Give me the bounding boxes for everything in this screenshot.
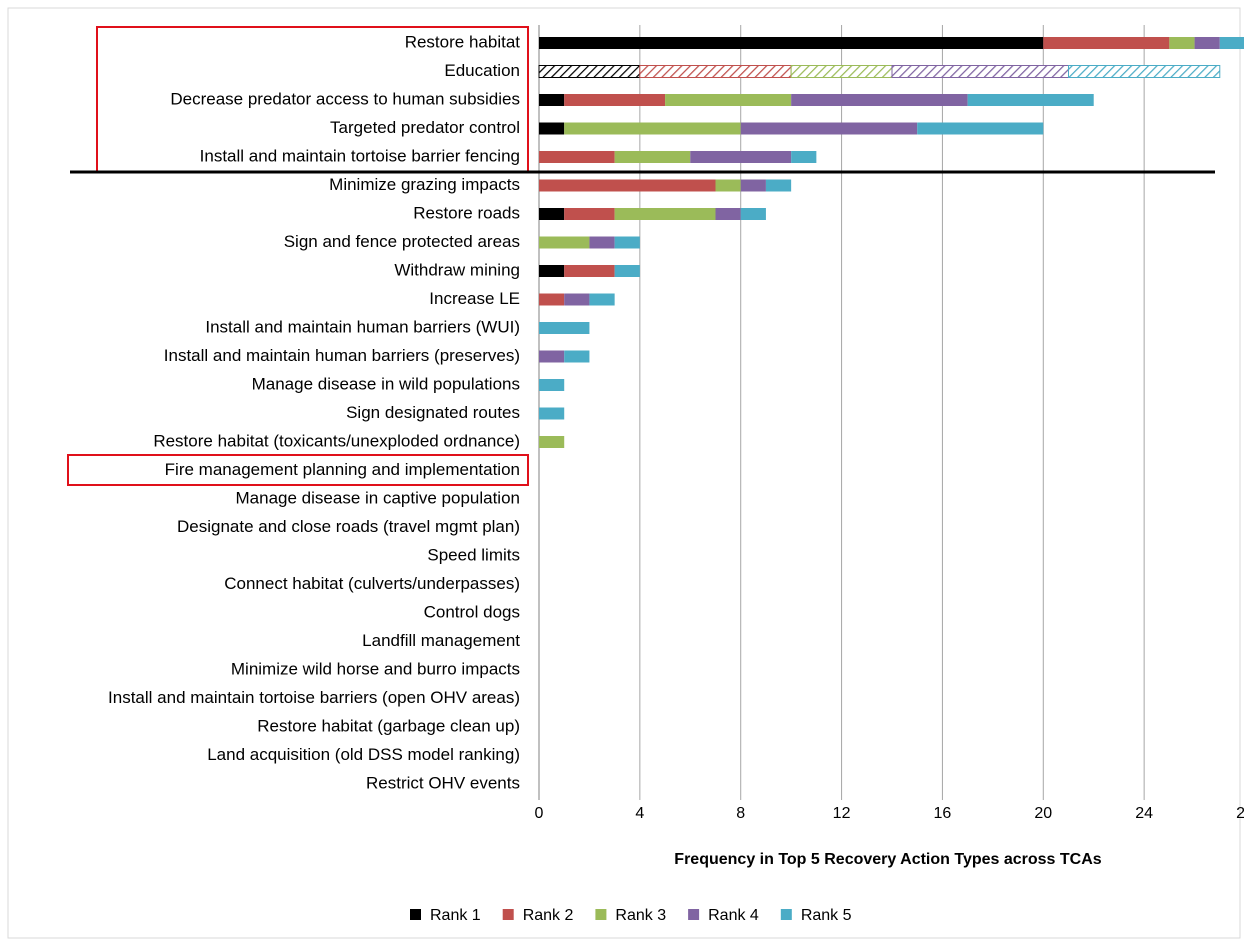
y-tick-label: Install and maintain tortoise barriers (… — [108, 688, 520, 707]
y-tick-label: Decrease predator access to human subsid… — [170, 89, 520, 108]
legend-label: Rank 3 — [615, 907, 666, 924]
y-tick-label: Withdraw mining — [394, 260, 520, 279]
bar-segment — [740, 208, 766, 220]
bar-segment — [791, 94, 968, 106]
y-tick-label: Minimize grazing impacts — [329, 175, 520, 194]
bar-segment — [539, 407, 565, 420]
x-tick-label: 28 — [1236, 805, 1244, 822]
bar-segment — [589, 293, 615, 306]
y-tick-label: Restore habitat (garbage clean up) — [257, 716, 520, 735]
y-tick-label: Install and maintain human barriers (WUI… — [205, 317, 520, 336]
y-tick-label: Install and maintain human barriers (pre… — [164, 346, 520, 365]
y-tick-label: Restore habitat — [405, 32, 521, 51]
bar-segment — [665, 94, 792, 106]
legend-label: Rank 4 — [708, 907, 759, 924]
x-tick-label: 8 — [736, 805, 745, 822]
bar-segment — [1043, 37, 1170, 49]
legend-swatch — [502, 909, 514, 920]
y-tick-label: Targeted predator control — [330, 118, 520, 137]
bar-segment — [740, 179, 766, 192]
bar-segment — [539, 94, 565, 106]
bar-segment — [539, 236, 590, 249]
x-tick-label: 16 — [934, 805, 952, 822]
y-tick-label: Restore habitat (toxicants/unexploded or… — [153, 431, 520, 450]
bar-segment — [1169, 37, 1195, 49]
x-tick-label: 4 — [635, 805, 644, 822]
bar-segment — [1219, 37, 1244, 49]
bar-segment — [539, 379, 565, 391]
bar-segment — [690, 151, 792, 163]
y-tick-label: Increase LE — [429, 289, 520, 308]
bar-segment — [538, 65, 641, 78]
bar-segment — [740, 122, 918, 135]
bar-segment — [564, 208, 615, 220]
legend-swatch — [688, 909, 700, 920]
bar-segment — [614, 265, 640, 277]
legend-label: Rank 5 — [801, 907, 852, 924]
bar-segment — [790, 65, 893, 78]
y-tick-label: Speed limits — [427, 545, 520, 564]
bar-segment — [539, 322, 590, 334]
y-tick-label: Sign and fence protected areas — [284, 232, 520, 251]
bar-segment — [765, 179, 792, 192]
y-tick-label: Education — [444, 61, 520, 80]
bar-segment — [614, 208, 716, 220]
bar-segment — [564, 293, 590, 306]
bar-segment — [917, 122, 1044, 135]
x-tick-label: 12 — [833, 805, 851, 822]
bar-segment — [791, 151, 817, 163]
x-tick-label: 20 — [1034, 805, 1052, 822]
y-tick-label: Sign designated routes — [346, 403, 520, 422]
bar-segment — [539, 350, 565, 363]
y-tick-label: Minimize wild horse and burro impacts — [231, 659, 520, 678]
y-tick-label: Install and maintain tortoise barrier fe… — [200, 146, 520, 165]
bar-segment — [539, 122, 565, 135]
bar-segment — [539, 179, 716, 192]
bar-segment — [539, 151, 615, 163]
bar-segment — [614, 151, 691, 163]
bar-segment — [539, 436, 565, 448]
y-tick-label: Fire management planning and implementat… — [165, 460, 520, 479]
bar-segment — [539, 293, 565, 306]
bar-segment — [564, 94, 666, 106]
bar-segment — [891, 65, 1069, 78]
legend-label: Rank 2 — [523, 907, 574, 924]
bar-segment — [967, 94, 1094, 106]
y-tick-label: Land acquisition (old DSS model ranking) — [207, 745, 520, 764]
y-tick-label: Manage disease in wild populations — [252, 374, 520, 393]
legend-swatch — [410, 909, 421, 920]
x-tick-label: 24 — [1135, 805, 1153, 822]
bar-segment — [1068, 65, 1221, 78]
x-tick-label: 0 — [535, 805, 544, 822]
bar-segment — [1194, 37, 1220, 49]
x-axis-label: Frequency in Top 5 Recovery Action Types… — [674, 851, 1101, 868]
bar-segment — [539, 37, 1044, 49]
y-tick-label: Designate and close roads (travel mgmt p… — [177, 517, 520, 536]
bar-segment — [539, 208, 565, 220]
highlight-box — [67, 454, 529, 486]
legend-swatch — [780, 909, 792, 920]
frame — [7, 7, 1241, 939]
bar-segment — [539, 265, 565, 277]
y-tick-label: Restore roads — [413, 203, 520, 222]
y-tick-label: Landfill management — [362, 631, 520, 650]
bar-segment — [564, 122, 741, 135]
bar-segment — [639, 65, 792, 78]
y-tick-label: Connect habitat (culverts/underpasses) — [224, 574, 520, 593]
bar-segment — [715, 208, 741, 220]
legend-swatch — [595, 909, 607, 920]
y-tick-label: Control dogs — [424, 602, 520, 621]
y-tick-label: Manage disease in captive population — [236, 488, 520, 507]
plot: 0 4 8 12 16 20 24 28 Restore habitat Education Dec… — [108, 25, 1244, 924]
bar-segment — [564, 265, 615, 277]
bar-segment — [715, 179, 741, 192]
bar-segment — [614, 236, 640, 249]
bar-segment — [589, 236, 615, 249]
bar-segment — [564, 350, 590, 363]
legend-label: Rank 1 — [430, 907, 481, 924]
y-tick-label: Restrict OHV events — [366, 773, 520, 792]
